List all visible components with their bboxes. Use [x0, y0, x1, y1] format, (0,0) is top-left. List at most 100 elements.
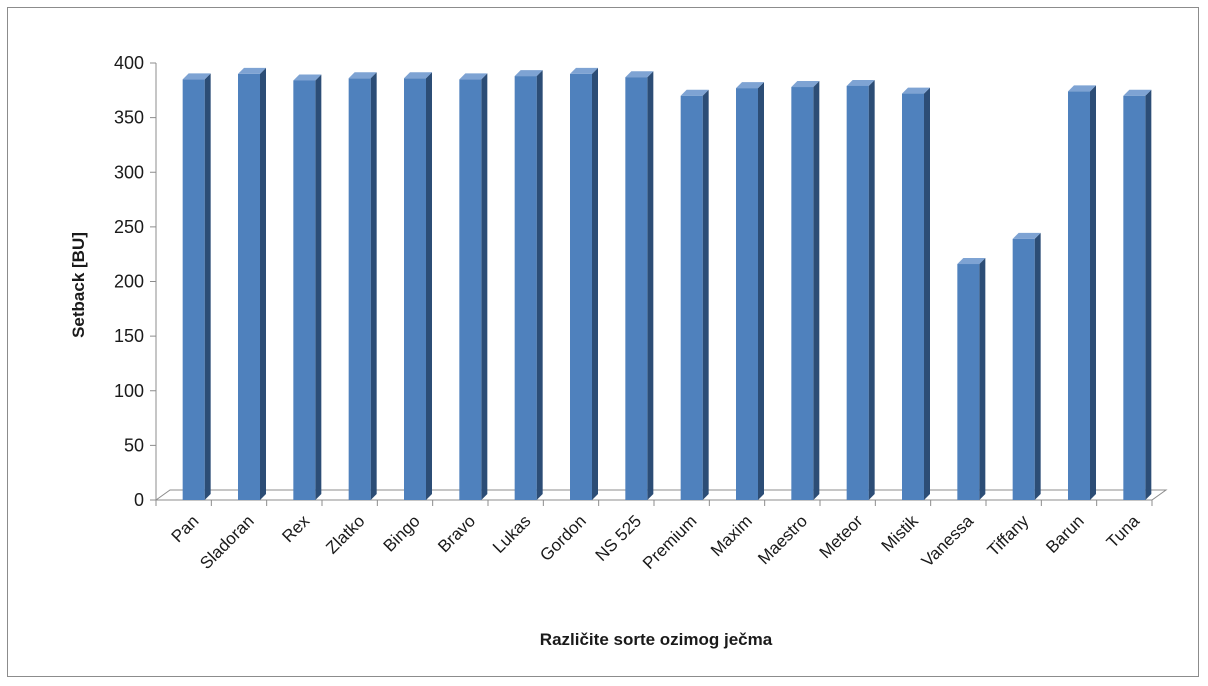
x-tick-label: Gordon [536, 511, 590, 565]
bar-side [647, 71, 654, 500]
x-tick-label: Bingo [380, 511, 424, 555]
bar-front [736, 88, 758, 500]
bar-mistik [902, 87, 930, 500]
bar-front [846, 85, 869, 500]
bar-side [315, 74, 322, 500]
bar-top [1123, 89, 1152, 96]
bar-side [260, 67, 266, 501]
bar-front [680, 95, 703, 501]
y-tick-label: 400 [114, 53, 144, 73]
x-tick-label: Bravo [434, 511, 479, 556]
bar-meteor [846, 79, 875, 500]
bar-side [758, 82, 764, 500]
bar-front [348, 78, 371, 501]
bar-side [481, 73, 488, 500]
bar-top [293, 74, 322, 81]
x-tick-label: Meteor [816, 511, 867, 562]
x-tick-label: Maestro [754, 511, 811, 568]
bar-top [570, 67, 598, 74]
bar-sladoran [238, 67, 266, 501]
x-tick-label: Tuna [1103, 511, 1144, 552]
bar-side [536, 70, 543, 501]
bar-front [459, 79, 482, 500]
bar-rex [293, 74, 322, 500]
bar-front [404, 78, 426, 501]
bar-front [791, 87, 814, 500]
x-tick-label: Maxim [707, 511, 756, 560]
x-tick-label: Barun [1042, 511, 1088, 557]
bar-barun [1068, 85, 1096, 500]
bar-front [1068, 91, 1090, 500]
bar-pan [182, 73, 211, 500]
bar-side [868, 79, 875, 500]
bar-bravo [459, 73, 488, 500]
x-tick-label: Mistik [878, 511, 923, 556]
bar-side [702, 89, 709, 501]
bar-side [924, 87, 930, 500]
y-tick-label: 100 [114, 381, 144, 401]
bar-front [1123, 95, 1146, 501]
bar-side [1090, 85, 1096, 500]
bar-maestro [791, 81, 820, 500]
y-tick-label: 300 [114, 162, 144, 182]
bar-front [957, 264, 980, 500]
bar-front [293, 80, 316, 500]
axes [150, 62, 1168, 506]
bar-top [957, 258, 986, 265]
x-axis-title: Različite sorte ozimog ječma [540, 630, 773, 649]
bar-top [238, 67, 266, 74]
bar-top [404, 72, 432, 79]
y-tick-label: 50 [124, 435, 144, 455]
y-tick-label: 350 [114, 108, 144, 128]
bar-zlatko [348, 72, 377, 501]
x-tick-label: Zlatko [322, 511, 368, 557]
y-tick-label: 150 [114, 326, 144, 346]
x-tick-label: Sladoran [196, 511, 258, 573]
y-tick-label: 200 [114, 272, 144, 292]
bar-top [182, 73, 211, 80]
x-tick-label: Premium [639, 511, 701, 573]
x-tick-label: Rex [278, 511, 313, 546]
x-tick-label: Lukas [489, 511, 535, 557]
bar-lukas [514, 70, 543, 501]
bar-front [238, 73, 260, 501]
bar-front [570, 73, 592, 501]
bar-front [625, 77, 648, 500]
bar-top [625, 71, 654, 78]
bar-front [1012, 238, 1035, 500]
bar-top [1012, 232, 1041, 239]
y-axis-title: Setback [BU] [69, 232, 88, 338]
bar-tuna [1123, 89, 1152, 501]
bar-top [846, 79, 875, 86]
x-tick-label: Vanessa [918, 511, 978, 571]
bars [182, 67, 1152, 501]
bar-top [348, 72, 377, 79]
bar-tiffany [1012, 232, 1041, 500]
x-tick-label: NS 525 [592, 511, 646, 565]
bar-top [459, 73, 488, 80]
bar-side [370, 72, 377, 501]
bar-side [1034, 232, 1041, 500]
bar-ns-525 [625, 71, 654, 500]
bar-side [979, 258, 986, 500]
bar-top [680, 89, 709, 96]
bar-top [791, 81, 820, 88]
y-tick-label: 0 [134, 490, 144, 510]
bar-side [592, 67, 598, 501]
bar-front [182, 79, 205, 500]
bar-side [426, 72, 432, 501]
bar-top [1068, 85, 1096, 92]
bar-front [902, 93, 924, 500]
bar-premium [680, 89, 709, 501]
bar-bingo [404, 72, 432, 501]
x-tick-label: Pan [168, 511, 203, 546]
bar-top [902, 87, 930, 94]
x-tick-label: Tiffany [984, 511, 1033, 560]
bar-vanessa [957, 258, 986, 500]
y-tick-label: 250 [114, 217, 144, 237]
y-tick-labels: 0 50 100 150 200 250 300 350 400 [114, 53, 144, 510]
bar-top [736, 82, 764, 89]
bar-gordon [570, 67, 598, 501]
